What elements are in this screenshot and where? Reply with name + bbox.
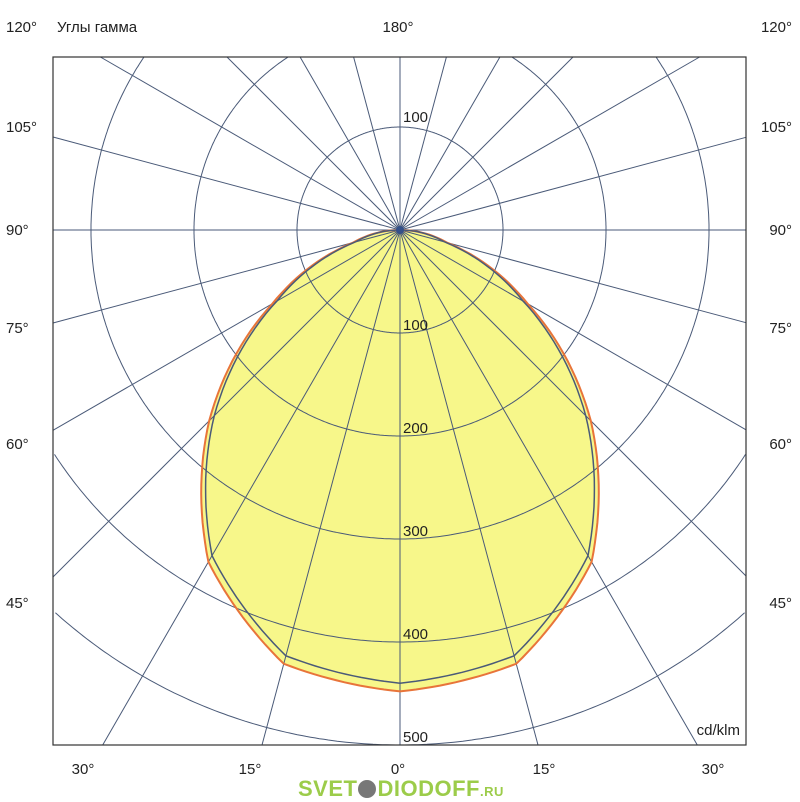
right-angle-label: 105° (761, 119, 792, 136)
grid-ray (399, 56, 447, 231)
grid-ray (399, 229, 747, 577)
logo: SVET DIODOFF.RU (298, 776, 504, 801)
grid-ray (399, 229, 747, 324)
chart-title: Углы гамма (57, 19, 138, 36)
grid-ray (399, 136, 747, 231)
right-angle-label: 120° (761, 19, 792, 36)
left-angle-label: 45° (6, 595, 29, 612)
logo-icon (358, 780, 377, 798)
right-angle-label: 90° (769, 222, 792, 239)
grid-ray (52, 229, 401, 324)
grid-ray (261, 229, 401, 746)
left-angle-label: 90° (6, 222, 29, 239)
grid-ray (353, 56, 401, 231)
grid-ray (100, 56, 401, 231)
grid-ray (399, 229, 539, 746)
right-angle-label: 45° (769, 595, 792, 612)
unit-label: cd/klm (697, 722, 740, 739)
right-angle-label: 60° (769, 436, 792, 453)
grid-ray (226, 56, 401, 231)
right-angle-label: 75° (769, 320, 792, 337)
center-point (396, 226, 404, 234)
curve-c90-c270 (204, 229, 596, 684)
bottom-angle-label: 15° (239, 761, 262, 778)
grid-ray (52, 136, 401, 231)
left-angle-label: 60° (6, 436, 29, 453)
bottom-angle-label: 30° (702, 761, 725, 778)
bottom-angle-label: 0° (391, 761, 405, 778)
grid-ray (399, 56, 700, 231)
plot-frame (52, 56, 747, 746)
left-angle-label: 120° (6, 19, 37, 36)
grid-ray (52, 229, 401, 431)
grid-ray (299, 56, 401, 231)
bottom-angle-label: 15° (533, 761, 556, 778)
grid-ray (102, 229, 401, 746)
grid-ray (399, 56, 501, 231)
left-angle-label: 105° (6, 119, 37, 136)
grid-ray (52, 229, 401, 578)
curve-c0-c180 (200, 228, 600, 693)
grid-ray (399, 56, 574, 231)
left-angle-label: 75° (6, 320, 29, 337)
radial-tick-label: 400 (403, 626, 428, 643)
radial-tick-label: 100 (403, 109, 428, 126)
radial-tick-label: 300 (403, 523, 428, 540)
grid-circle (90, 56, 710, 540)
bottom-angle-label: 30° (72, 761, 95, 778)
grid-ray (399, 229, 698, 746)
radial-tick-label: 200 (403, 420, 428, 437)
radial-tick-label: 500 (403, 729, 428, 746)
grid-circle (193, 56, 607, 437)
grid-ray (399, 229, 747, 431)
top-angle-label: 180° (382, 19, 413, 36)
radial-tick-label: 100 (403, 317, 428, 334)
